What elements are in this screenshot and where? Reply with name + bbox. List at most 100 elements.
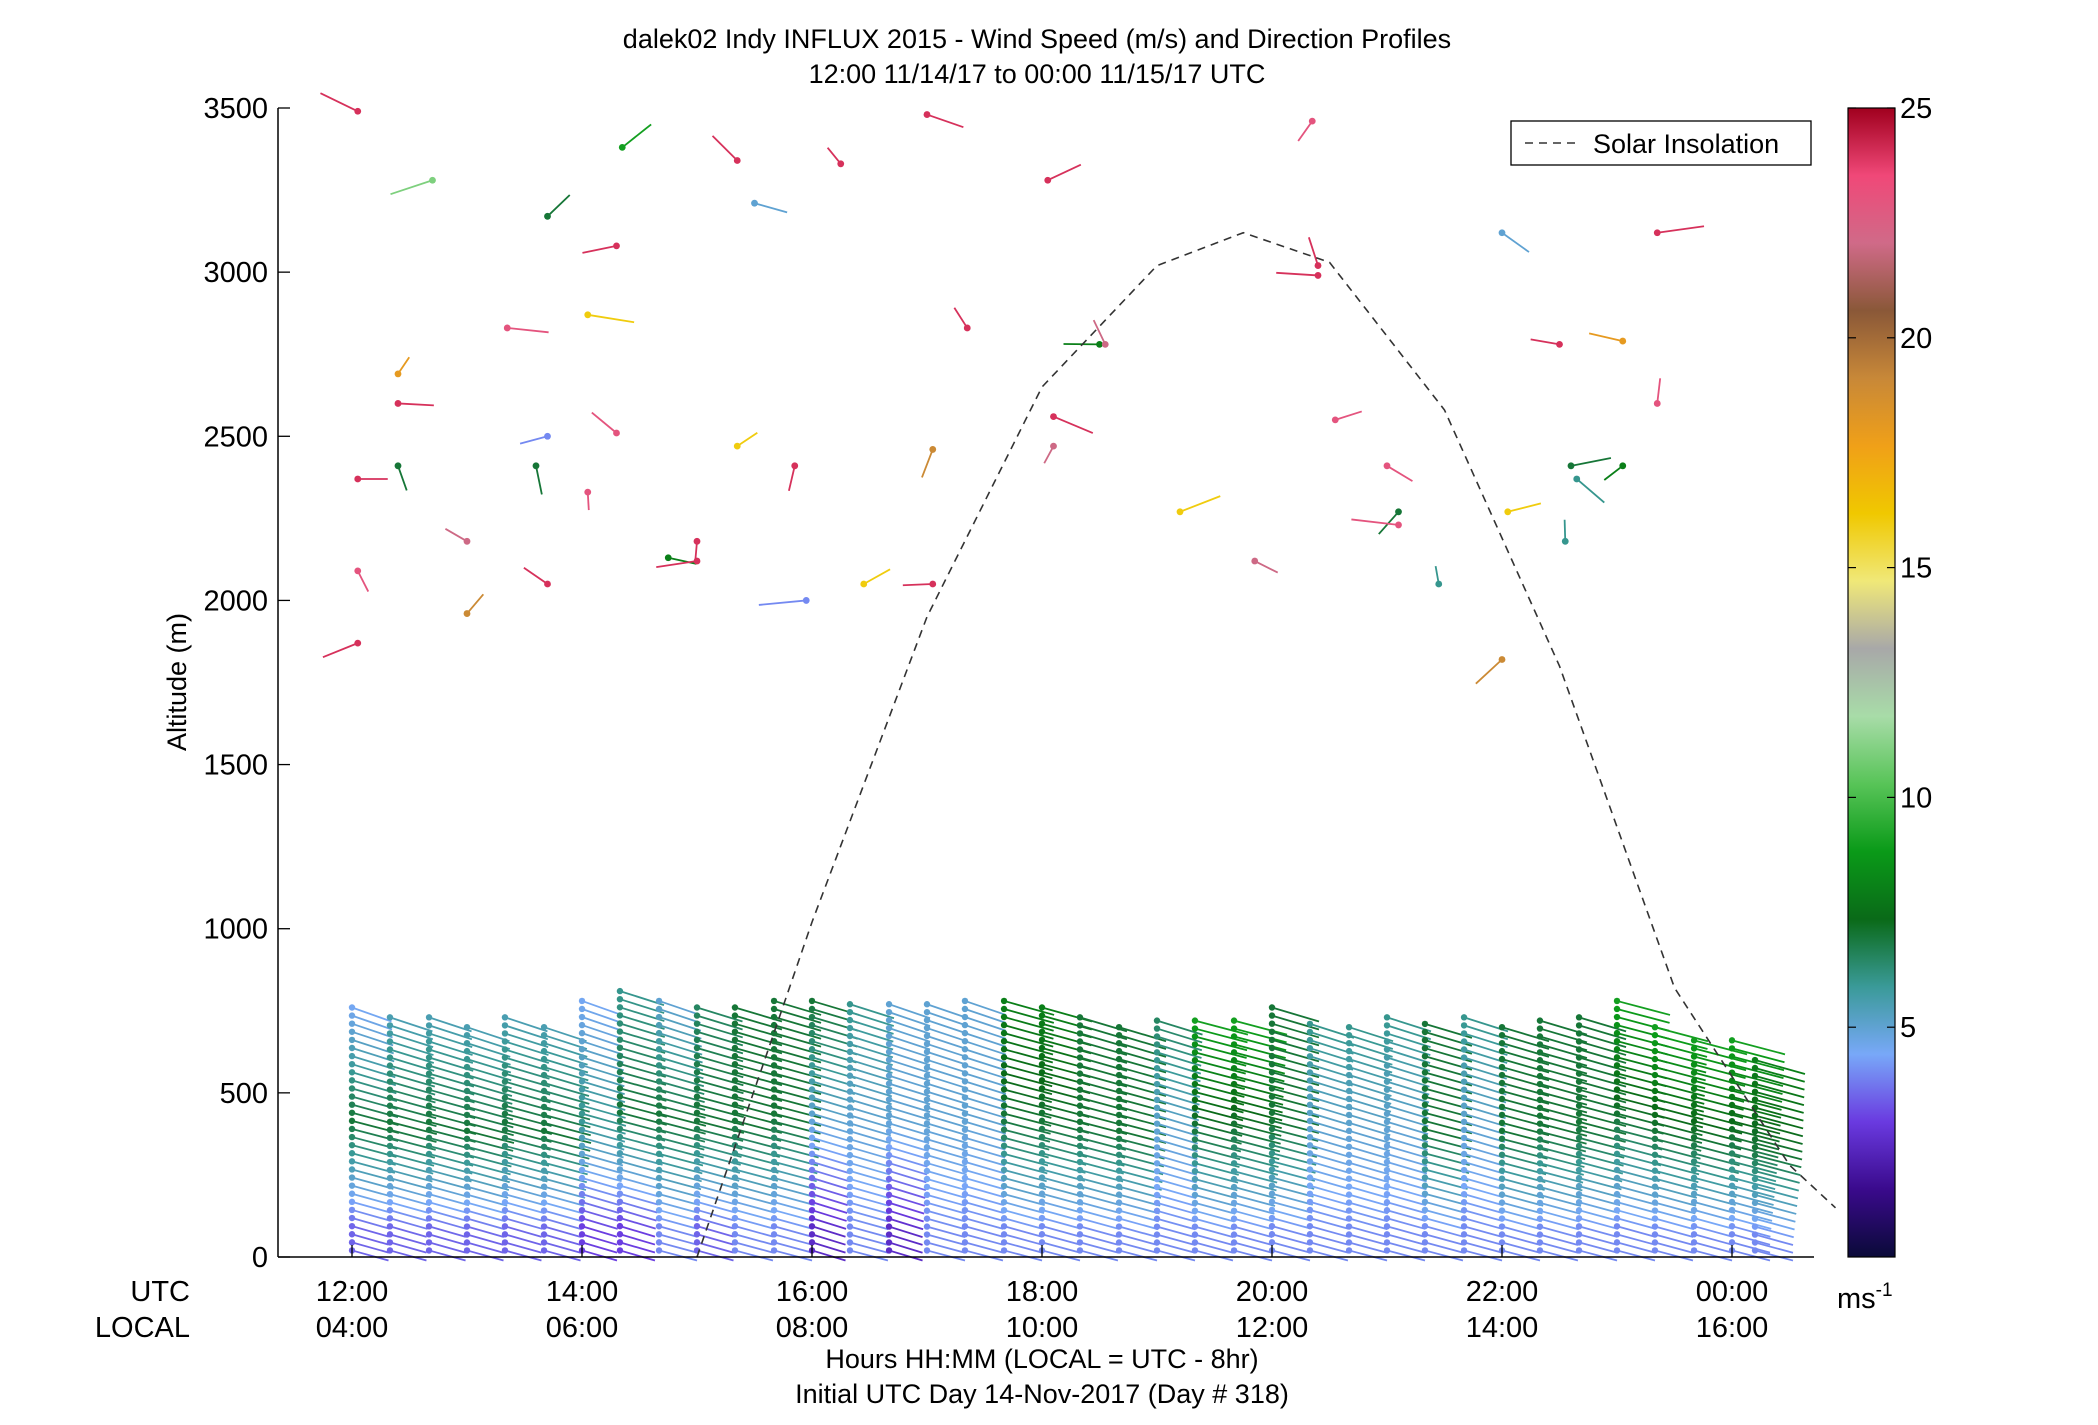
wind-point: [578, 1239, 586, 1246]
wind-point: [501, 1030, 509, 1037]
wind-point: [348, 1085, 356, 1092]
wind-point: [1345, 1223, 1353, 1230]
wind-point: [1690, 1174, 1698, 1181]
wind-point: [540, 1103, 548, 1111]
wind-barb: [543, 1026, 587, 1043]
wind-barb: [902, 583, 933, 587]
wind-barb: [1003, 1048, 1054, 1064]
wind-barb: [389, 1209, 429, 1222]
wind-point: [1076, 1134, 1084, 1142]
wind-point: [463, 1231, 471, 1238]
wind-point: [655, 1005, 663, 1013]
wind-point: [693, 1182, 701, 1189]
wind-barb: [466, 1209, 506, 1223]
wind-point: [1268, 1231, 1276, 1238]
wind-barb: [1539, 1146, 1586, 1161]
wind-point: [1383, 462, 1391, 470]
wind-barb: [581, 1209, 619, 1222]
wind-point: [846, 1167, 854, 1175]
wind-point: [846, 1112, 854, 1119]
wind-barb: [1616, 1209, 1657, 1222]
wind-barb: [389, 1169, 433, 1183]
wind-point: [1498, 1159, 1506, 1166]
wind-barb: [1424, 1217, 1465, 1230]
wind-point: [1038, 1239, 1046, 1246]
wind-point: [578, 1102, 586, 1109]
wind-point: [1498, 1103, 1506, 1111]
wind-point: [1613, 1062, 1621, 1069]
wind-point: [1230, 1025, 1238, 1032]
wind-barb: [1475, 658, 1503, 685]
wind-point: [961, 997, 969, 1005]
wind-point: [544, 580, 551, 588]
wind-point: [770, 1118, 778, 1125]
wind-point: [961, 1247, 969, 1254]
wind-point: [1000, 1070, 1008, 1077]
wind-barb: [658, 1008, 701, 1024]
wind-point: [655, 1021, 663, 1029]
wind-point: [394, 400, 402, 407]
chart-title: dalek02 Indy INFLUX 2015 - Wind Speed (m…: [623, 24, 1451, 54]
wind-point: [1000, 1054, 1008, 1061]
wind-barb: [1754, 1067, 1805, 1083]
wind-point: [463, 610, 471, 617]
wind-barb: [1271, 1192, 1314, 1206]
wind-barb: [888, 1186, 926, 1199]
wind-barb: [1463, 1153, 1505, 1167]
wind-point: [1460, 1199, 1468, 1206]
wind-barb: [826, 147, 842, 165]
wind-point: [584, 488, 592, 496]
wind-barb: [888, 1122, 930, 1137]
wind-point: [1115, 1223, 1123, 1230]
wind-point: [961, 1110, 969, 1117]
wind-point: [693, 1004, 701, 1011]
wind-point: [1268, 1133, 1276, 1141]
wind-barb: [888, 1066, 931, 1082]
wind-point: [616, 1174, 624, 1181]
wind-point: [425, 1166, 433, 1174]
wind-point: [1076, 1070, 1084, 1077]
wind-point: [1536, 1057, 1544, 1064]
wind-barb: [1578, 1193, 1621, 1207]
wind-point: [1613, 1102, 1621, 1109]
wind-point: [1306, 1101, 1314, 1109]
wind-point: [731, 1060, 739, 1068]
wind-point: [1651, 1095, 1659, 1103]
wind-barb: [466, 1122, 514, 1137]
wind-point: [693, 1150, 701, 1157]
wind-point: [655, 1078, 663, 1085]
wind-point: [1345, 1111, 1353, 1119]
wind-barb: [1424, 1241, 1464, 1254]
wind-point: [1536, 1183, 1544, 1191]
wind-point: [501, 1054, 509, 1061]
wind-point: [463, 1151, 471, 1158]
wind-barb: [1386, 1088, 1430, 1104]
wind-point: [1651, 1135, 1659, 1143]
wind-point: [425, 1182, 433, 1190]
wind-barb: [849, 1146, 891, 1160]
wind-barb: [543, 1177, 587, 1191]
wind-barb: [1003, 1040, 1054, 1056]
wind-point: [1728, 1126, 1736, 1133]
wind-barb: [1731, 1192, 1774, 1206]
wind-barb: [849, 1090, 892, 1106]
colorbar-tick-label: 20: [1900, 323, 1932, 355]
wind-point: [348, 1133, 356, 1141]
wind-point: [808, 1054, 816, 1061]
wind-point: [616, 1125, 624, 1133]
wind-point: [1728, 1190, 1736, 1198]
wind-point: [578, 1062, 586, 1069]
x-tick-label-local: 16:00: [1696, 1312, 1769, 1344]
wind-point: [1268, 1085, 1276, 1092]
wind-point: [1751, 1231, 1759, 1238]
wind-point: [584, 311, 592, 319]
wind-point: [693, 537, 701, 545]
wind-point: [578, 1198, 586, 1206]
wind-barb: [619, 1184, 660, 1198]
wind-barb: [811, 1177, 850, 1191]
wind-point: [540, 1223, 548, 1230]
wind-barb: [1348, 1122, 1391, 1137]
wind-point: [1268, 1239, 1276, 1246]
wind-point: [578, 1126, 586, 1133]
wind-barb: [1348, 1066, 1393, 1082]
